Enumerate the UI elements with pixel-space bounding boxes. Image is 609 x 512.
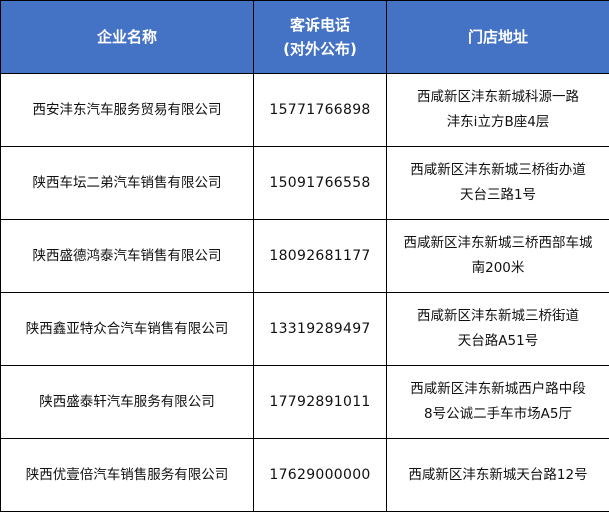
table-row: 陕西鑫亚特众合汽车销售有限公司 13319289497 西咸新区沣东新城三桥街道 天台… bbox=[0, 292, 609, 366]
phone-cell: 17792891011 bbox=[253, 365, 387, 439]
address-line: 南200米 bbox=[471, 260, 525, 276]
phone-cell: 18092681177 bbox=[253, 219, 387, 293]
address-cell: 西咸新区沣东新城天台路12号 bbox=[386, 438, 609, 512]
company-name-cell: 西安沣东汽车服务贸易有限公司 bbox=[0, 73, 254, 147]
table-row: 西安沣东汽车服务贸易有限公司 15771766898 西咸新区沣东新城科源一路 沣东i… bbox=[0, 73, 609, 147]
address-line: 西咸新区沣东新城三桥西部车城 bbox=[403, 235, 593, 251]
phone-cell: 13319289497 bbox=[253, 292, 387, 366]
header-phone-line2: (对外公布) bbox=[283, 40, 357, 58]
phone-cell: 15091766558 bbox=[253, 146, 387, 220]
address-line: 天台三路1号 bbox=[459, 187, 537, 203]
address-line: 天台路A51号 bbox=[457, 333, 539, 349]
table-row: 陕西盛泰轩汽车服务有限公司 17792891011 西咸新区沣东新城西户路中段 8号公… bbox=[0, 365, 609, 439]
table-row: 陕西盛德鸿泰汽车销售有限公司 18092681177 西咸新区沣东新城三桥西部车城南… bbox=[0, 219, 609, 293]
company-name-cell: 陕西车坛二弟汽车销售有限公司 bbox=[0, 146, 254, 220]
header-phone: 客诉电话 (对外公布) bbox=[253, 0, 387, 74]
address-line: 沣东i立方B座4层 bbox=[446, 114, 550, 130]
address-line: 西咸新区沣东新城西户路中段 bbox=[410, 381, 586, 397]
header-company: 企业名称 bbox=[0, 0, 254, 74]
phone-cell: 15771766898 bbox=[253, 73, 387, 147]
company-name-cell: 陕西鑫亚特众合汽车销售有限公司 bbox=[0, 292, 254, 366]
address-line: 西咸新区沣东新城天台路12号 bbox=[408, 466, 588, 483]
address-cell: 西咸新区沣东新城科源一路 沣东i立方B座4层 bbox=[386, 73, 609, 147]
address-line: 西咸新区沣东新城科源一路 bbox=[417, 89, 579, 105]
address-cell: 西咸新区沣东新城三桥街办道 天台三路1号 bbox=[386, 146, 609, 220]
address-cell: 西咸新区沣东新城三桥街道 天台路A51号 bbox=[386, 292, 609, 366]
company-name-cell: 陕西优壹倍汽车销售服务有限公司 bbox=[0, 438, 254, 512]
company-name-cell: 陕西盛泰轩汽车服务有限公司 bbox=[0, 365, 254, 439]
header-phone-line1: 客诉电话 bbox=[289, 16, 350, 34]
address-line: 西咸新区沣东新城三桥街办道 bbox=[410, 162, 586, 178]
table-row: 陕西优壹倍汽车销售服务有限公司 17629000000 西咸新区沣东新城天台路12号 bbox=[0, 438, 609, 512]
table-header-row: 企业名称 客诉电话 (对外公布) 门店地址 bbox=[0, 0, 609, 74]
address-line: 西咸新区沣东新城三桥街道 bbox=[417, 308, 579, 324]
company-name-cell: 陕西盛德鸿泰汽车销售有限公司 bbox=[0, 219, 254, 293]
address-cell: 西咸新区沣东新城三桥西部车城 南200米 bbox=[386, 219, 609, 293]
header-address: 门店地址 bbox=[386, 0, 609, 74]
address-line: 8号公诚二手车市场A5厅 bbox=[424, 406, 572, 422]
phone-cell: 17629000000 bbox=[253, 438, 387, 512]
address-cell: 西咸新区沣东新城西户路中段 8号公诚二手车市场A5厅 bbox=[386, 365, 609, 439]
table-row: 陕西车坛二弟汽车销售有限公司 15091766558 西咸新区沣东新城三桥街办道 天台… bbox=[0, 146, 609, 220]
